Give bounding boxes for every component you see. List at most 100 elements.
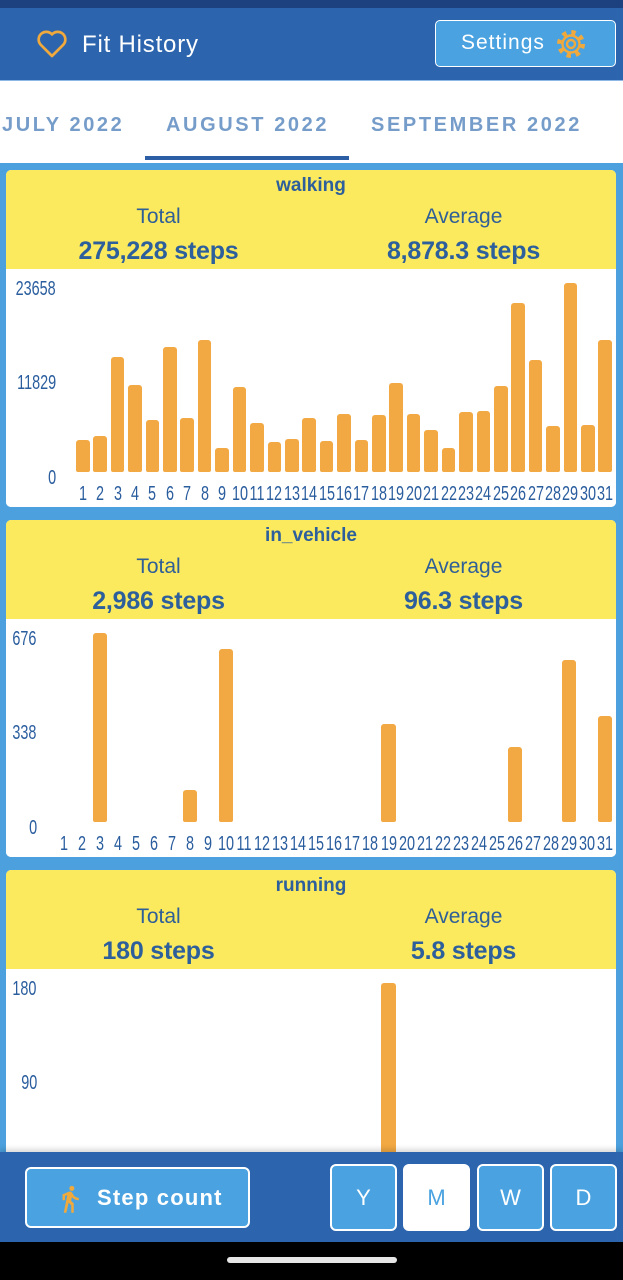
x-tick-label: 12 xyxy=(254,833,271,855)
x-tick-label: 30 xyxy=(579,483,596,505)
chart-bar xyxy=(128,384,142,472)
x-tick-label: 3 xyxy=(95,833,104,855)
x-tick-label: 21 xyxy=(416,833,433,855)
x-tick-label: 21 xyxy=(423,483,440,505)
period-year-button[interactable]: Y xyxy=(330,1164,397,1231)
activity-card-running: running Total Average 180 steps 5.8 step… xyxy=(6,870,616,1152)
period-week-button[interactable]: W xyxy=(477,1164,544,1231)
x-tick-label: 5 xyxy=(131,833,141,855)
tab-july-2022[interactable]: JULY 2022 xyxy=(2,114,125,136)
x-tick-label: 26 xyxy=(510,483,527,505)
active-tab-indicator xyxy=(145,156,349,160)
card-summary: running Total Average 180 steps 5.8 step… xyxy=(6,870,616,969)
y-tick-label: 0 xyxy=(28,816,37,839)
average-value: 96.3 steps xyxy=(404,587,523,615)
period-day-button[interactable]: D xyxy=(550,1164,617,1231)
chart-bar xyxy=(75,440,90,472)
x-tick-label: 30 xyxy=(578,833,595,855)
bar-chart-in-vehicle: 676 338 0 1 2 3 4 5 6 7 8 9 10 11 12 13 14 15 16 17 18 19 20 21… xyxy=(6,619,616,857)
x-tick-label: 16 xyxy=(336,483,353,505)
y-tick-label: 23658 xyxy=(16,277,57,300)
bar-chart-running: 180 90 xyxy=(6,969,616,1152)
chart-bar xyxy=(232,387,247,472)
chart-bar xyxy=(319,440,334,472)
chart-bar xyxy=(381,983,396,1152)
average-value: 8,878.3 steps xyxy=(386,237,541,265)
chart-bar xyxy=(507,747,522,822)
chart-bar xyxy=(197,340,212,472)
activity-title: in_vehicle xyxy=(265,525,357,546)
x-tick-label: 4 xyxy=(113,833,122,855)
x-tick-label: 23 xyxy=(452,833,469,855)
x-tick-label: 2 xyxy=(77,833,86,855)
chart-bar xyxy=(406,413,421,472)
x-tick-label: 11 xyxy=(236,833,252,855)
x-tick-label: 7 xyxy=(183,483,192,505)
x-tick-label: 28 xyxy=(542,833,559,855)
chart-bar xyxy=(598,340,613,472)
chart-bar xyxy=(219,648,234,822)
activity-list[interactable]: walking Total Average 275,228 steps 8,87… xyxy=(0,163,623,1152)
activity-card-in-vehicle: in_vehicle Total Average 2,986 steps 96.… xyxy=(6,520,616,857)
x-tick-label: 15 xyxy=(318,483,335,505)
x-tick-label: 14 xyxy=(290,833,307,855)
chart-bar xyxy=(493,385,508,472)
tab-september-2022[interactable]: SEPTEMBER 2022 xyxy=(371,114,582,136)
total-label: Total xyxy=(136,905,181,928)
chart-bar xyxy=(284,439,299,472)
bottom-toolbar: Step count Y M W D xyxy=(0,1152,623,1242)
settings-label: Settings xyxy=(461,31,545,54)
chart-bar xyxy=(528,359,543,472)
y-tick-label: 11829 xyxy=(17,372,57,394)
chart-bar xyxy=(561,660,576,822)
average-label: Average xyxy=(424,905,503,928)
x-tick-label: 10 xyxy=(218,833,235,855)
x-tick-label: 31 xyxy=(597,483,614,505)
total-value: 275,228 steps xyxy=(78,237,239,265)
x-tick-label: 22 xyxy=(434,833,451,855)
chart-bar xyxy=(441,448,456,472)
chart-bar xyxy=(302,418,316,472)
chart-bar xyxy=(337,413,351,472)
walking-person-icon xyxy=(62,1185,79,1213)
home-indicator[interactable] xyxy=(227,1257,397,1263)
chart-bar xyxy=(381,724,396,822)
chart-bar xyxy=(110,356,125,472)
x-tick-label: 25 xyxy=(488,833,505,855)
y-tick-label: 676 xyxy=(12,627,37,650)
x-tick-label: 15 xyxy=(308,833,325,855)
x-tick-label: 8 xyxy=(200,483,209,505)
total-value: 2,986 steps xyxy=(92,587,225,615)
chart-bar xyxy=(459,412,473,472)
chart-bar xyxy=(215,448,229,472)
chart-bar xyxy=(389,383,404,472)
y-tick-label: 90 xyxy=(20,1072,37,1094)
chart-bar xyxy=(163,347,177,472)
x-tick-label: 24 xyxy=(475,483,492,505)
x-tick-label: 12 xyxy=(266,483,283,505)
x-tick-label: 24 xyxy=(470,833,487,855)
chart-bar xyxy=(145,420,160,472)
y-tick-label: 0 xyxy=(48,466,57,489)
tab-august-2022[interactable]: AUGUST 2022 xyxy=(166,114,330,136)
status-bar xyxy=(0,0,623,8)
app-title: Fit History xyxy=(82,31,199,58)
step-count-button[interactable]: Step count xyxy=(25,1167,250,1228)
x-tick-label: 23 xyxy=(457,483,474,505)
chart-bar xyxy=(183,789,198,822)
chart-bar xyxy=(546,426,560,472)
card-summary: walking Total Average 275,228 steps 8,87… xyxy=(6,170,616,269)
chart-bar xyxy=(476,411,491,472)
bar-chart-walking: 23658 11829 0 1 2 3 4 5 6 7 8 9 10 11 12 13 14 15 16 17 18 19… xyxy=(6,269,616,507)
settings-button[interactable]: Settings xyxy=(435,20,616,67)
period-month-button[interactable]: M xyxy=(403,1164,470,1231)
y-tick-label: 338 xyxy=(12,722,37,744)
x-tick-label: 8 xyxy=(186,833,195,855)
x-tick-label: 13 xyxy=(283,483,300,505)
chart-bar xyxy=(267,441,282,472)
x-tick-label: 6 xyxy=(165,483,174,505)
x-tick-label: 25 xyxy=(492,483,509,505)
x-tick-label: 20 xyxy=(398,833,415,855)
x-tick-label: 18 xyxy=(370,483,387,505)
x-tick-label: 7 xyxy=(168,833,177,855)
